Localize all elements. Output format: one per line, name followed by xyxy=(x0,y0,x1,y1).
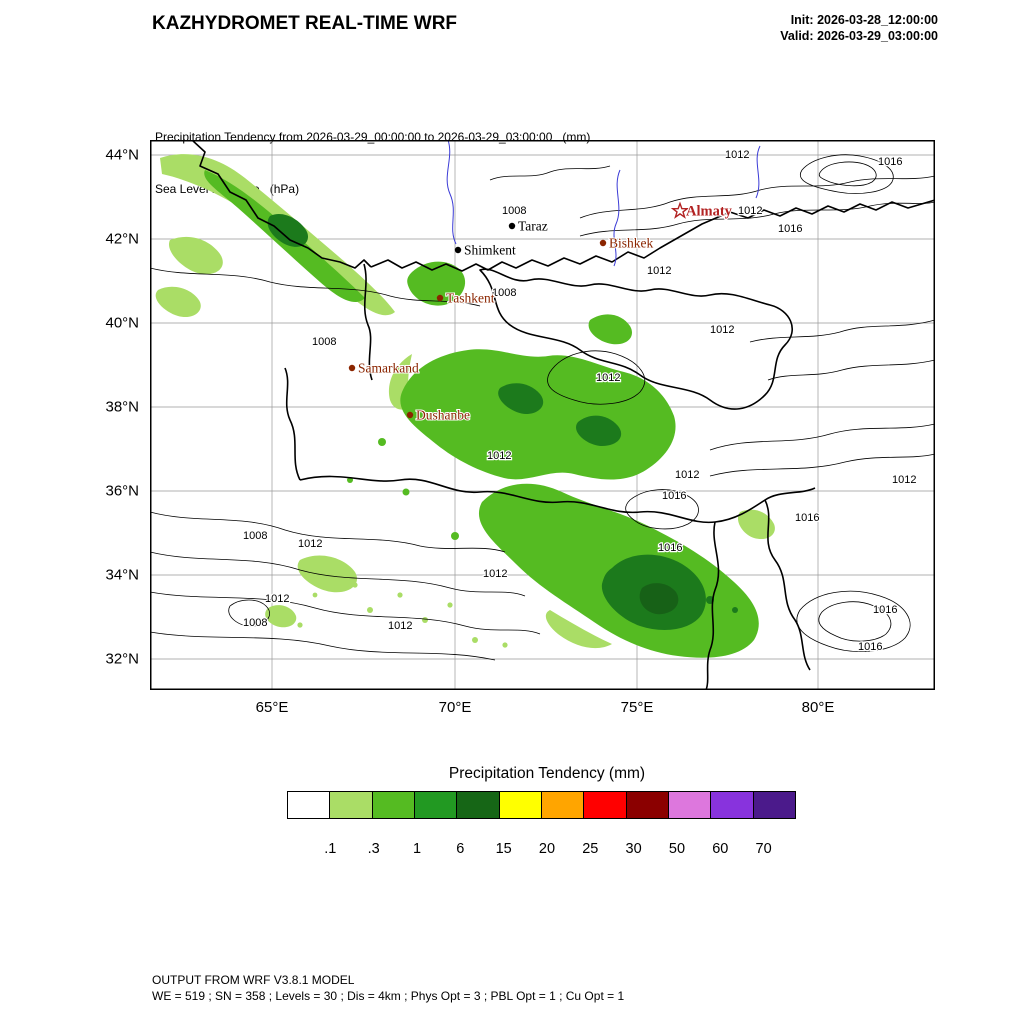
legend-color-box xyxy=(498,791,542,819)
lat-axis-label: 44°N xyxy=(105,146,139,164)
lon-axis-label: 75°E xyxy=(620,699,654,716)
city-label: Taraz xyxy=(518,219,548,234)
rivers xyxy=(446,140,761,267)
lon-axis-label: 65°E xyxy=(255,699,289,716)
pressure-contour-label: 1012 xyxy=(675,469,699,481)
pressure-contour-label: 1016 xyxy=(873,604,897,616)
legend-value-label: 60 xyxy=(712,841,729,857)
city-marker-dot-icon xyxy=(348,364,356,372)
model-footer: OUTPUT FROM WRF V3.8.1 MODEL WE = 519 ; … xyxy=(152,972,624,1004)
pressure-contour-label: 1012 xyxy=(298,538,322,550)
city-label: Almaty xyxy=(686,204,733,220)
city-marker-dot-icon xyxy=(508,222,516,230)
legend-color-box xyxy=(583,791,627,819)
pressure-contour-label: 1012 xyxy=(265,593,289,605)
pressure-contour-label: 1016 xyxy=(858,641,882,653)
lat-axis-label: 34°N xyxy=(105,566,139,584)
legend-color-box xyxy=(540,791,585,819)
pressure-contour-label: 1012 xyxy=(388,620,412,632)
city-marker-dot-icon xyxy=(406,411,414,419)
legend-value-label: .1 xyxy=(324,841,337,857)
pressure-contour-label: 1016 xyxy=(662,490,686,502)
map-frame xyxy=(150,140,935,690)
pressure-contour-label: 1008 xyxy=(243,617,267,629)
legend-value-label: 6 xyxy=(456,841,465,857)
pressure-contour-label: 1012 xyxy=(647,265,671,277)
precipitation-shading xyxy=(155,154,775,658)
legend-color-box xyxy=(752,791,796,819)
city-label: Tashkent xyxy=(446,291,495,306)
country-borders xyxy=(191,140,935,690)
city-label: Bishkek xyxy=(609,236,654,251)
pressure-contour-label: 1012 xyxy=(892,474,916,486)
pressure-contour-label: 1012 xyxy=(596,372,620,384)
legend-color-box xyxy=(625,791,669,819)
map-graphic: 1012 1016 1008 1012 1016 1012 1008 1012 1008 1012… xyxy=(150,140,935,690)
lat-axis-label: 32°N xyxy=(105,650,139,668)
city-label: Samarkand xyxy=(358,361,419,376)
legend-color-box xyxy=(371,791,415,819)
city-marker-dot-icon xyxy=(454,246,462,254)
legend-color-box xyxy=(413,791,458,819)
pressure-contour-label: 1008 xyxy=(502,205,526,217)
legend-value-label: 50 xyxy=(668,841,686,857)
pressure-contour-label: 1016 xyxy=(795,512,819,524)
legend-color-box xyxy=(667,791,712,819)
legend-value-label: 1 xyxy=(412,841,422,857)
lon-axis-label: 80°E xyxy=(801,699,835,716)
pressure-contour-label: 1012 xyxy=(710,324,734,336)
lat-axis-label: 38°N xyxy=(105,398,139,416)
lon-axis-label: 70°E xyxy=(438,699,472,716)
map-labels: 1012 1016 1008 1012 1016 1012 1008 1012 1008 1012… xyxy=(242,148,918,654)
lat-axis-label: 40°N xyxy=(105,314,139,332)
footer-config: WE = 519 ; SN = 358 ; Levels = 30 ; Dis … xyxy=(152,989,625,1004)
pressure-contour-label: 1008 xyxy=(492,287,516,299)
pressure-contour-label: 1012 xyxy=(487,450,511,462)
legend-color-box xyxy=(287,791,331,819)
city-marker-star-icon xyxy=(670,201,690,219)
lat-axis-label: 42°N xyxy=(105,230,139,248)
legend-value-label: 15 xyxy=(495,841,512,857)
page-title: KAZHYDROMET REAL-TIME WRF xyxy=(152,13,458,34)
lat-axis-label: 36°N xyxy=(105,482,139,500)
city-marker-dot-icon xyxy=(436,294,444,302)
init-time: Init: 2026-03-28_12:00:00 xyxy=(790,13,938,27)
weather-map: 1012 1016 1008 1012 1016 1012 1008 1012 1008 1012… xyxy=(105,140,935,716)
legend-title: Precipitation Tendency (mm) xyxy=(448,765,646,782)
legend-value-label: 70 xyxy=(755,841,772,857)
pressure-contour-label: 1016 xyxy=(778,223,802,235)
legend-color-box xyxy=(329,791,373,819)
pressure-contour-label: 1016 xyxy=(878,156,902,168)
pressure-contour-label: 1008 xyxy=(312,336,336,348)
city-label: Shimkent xyxy=(464,243,516,258)
legend-color-box xyxy=(456,791,500,819)
legend-color-box xyxy=(710,791,754,819)
city-marker-dot-icon xyxy=(599,239,607,247)
footer-model: OUTPUT FROM WRF V3.8.1 MODEL xyxy=(152,973,355,987)
pressure-contour-label: 1008 xyxy=(243,530,267,542)
legend-values: .1 .3 1 6 15 20 25 30 50 60 70 xyxy=(287,841,809,861)
pressure-contour-label: 1012 xyxy=(738,205,762,217)
legend-value-label: 30 xyxy=(625,841,642,857)
legend-colorbar xyxy=(287,791,796,819)
pressure-contour-label: 1012 xyxy=(725,149,749,161)
city-label: Dushanbe xyxy=(416,408,470,423)
legend-value-label: .3 xyxy=(367,841,380,857)
pressure-contour-label: 1012 xyxy=(483,568,507,580)
model-run-info: Init: 2026-03-28_12:00:00 Valid: 2026-03… xyxy=(780,12,938,45)
legend-value-label: 25 xyxy=(582,841,599,857)
pressure-contours xyxy=(150,154,935,661)
legend-value-label: 20 xyxy=(538,841,556,857)
valid-time: Valid: 2026-03-29_03:00:00 xyxy=(780,29,938,44)
pressure-contour-label: 1016 xyxy=(658,542,682,554)
